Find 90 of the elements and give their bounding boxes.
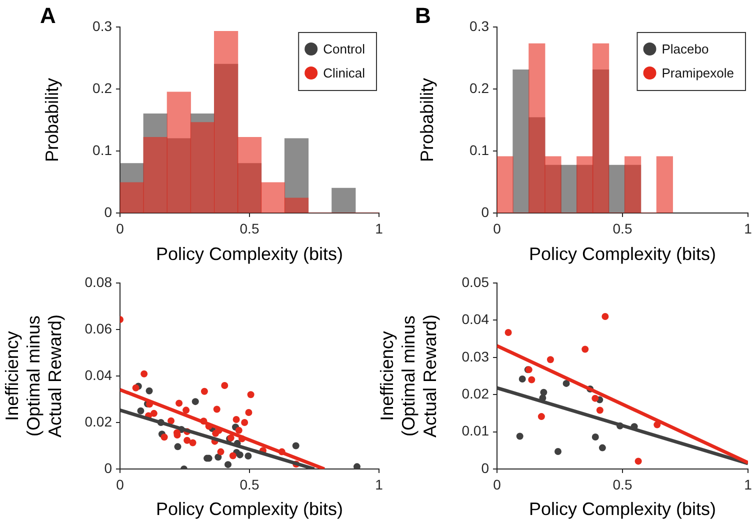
point bbox=[235, 426, 242, 434]
point bbox=[232, 416, 240, 423]
y-axis-title: Inefficiency (Optimal minus Actual Reward) bbox=[2, 314, 65, 438]
legend-label: Clinical bbox=[323, 66, 366, 81]
y-axis-title: Probability bbox=[416, 78, 437, 162]
point bbox=[213, 406, 220, 413]
point bbox=[546, 356, 554, 364]
point bbox=[214, 454, 222, 461]
point bbox=[224, 461, 232, 468]
point bbox=[528, 376, 536, 384]
y-axis-title: Inefficiency (Optimal minus Actual Reward) bbox=[376, 314, 440, 438]
point bbox=[598, 444, 606, 452]
legend-label: Pramipexole bbox=[662, 66, 734, 81]
text: B bbox=[415, 3, 431, 28]
x-axis-title: Policy Complexity (bits) bbox=[528, 499, 716, 520]
point bbox=[592, 434, 599, 441]
x-tick-label: 1 bbox=[375, 220, 384, 236]
point bbox=[168, 417, 175, 424]
point bbox=[150, 410, 158, 417]
y-tick-label: 0 bbox=[104, 460, 112, 476]
point bbox=[540, 388, 548, 396]
point bbox=[132, 384, 140, 392]
y-tick-label: 0.08 bbox=[84, 274, 112, 290]
point bbox=[247, 391, 254, 398]
point bbox=[245, 409, 252, 416]
point bbox=[137, 407, 144, 414]
y-tick-label: 0.02 bbox=[84, 413, 112, 430]
point bbox=[174, 443, 182, 450]
text: A bbox=[40, 3, 56, 28]
point bbox=[217, 448, 224, 456]
y-tick-label: 0.1 bbox=[92, 142, 112, 158]
x-tick-label: 0 bbox=[493, 476, 502, 492]
point bbox=[602, 312, 609, 320]
y-tick-label: 0.03 bbox=[462, 348, 490, 364]
y-tick-label: 0.01 bbox=[462, 422, 490, 439]
point bbox=[221, 382, 228, 390]
point bbox=[200, 388, 208, 395]
y-tick-label: 0.04 bbox=[84, 366, 112, 383]
point bbox=[353, 463, 360, 469]
x-tick-label: 0 bbox=[116, 220, 124, 236]
x-tick-label: 0.5 bbox=[240, 220, 260, 236]
x-axis-title: Policy Complexity (bits) bbox=[156, 499, 344, 520]
point bbox=[229, 452, 236, 460]
y-tick-label: 0 bbox=[481, 204, 490, 220]
point bbox=[244, 452, 252, 460]
point bbox=[192, 398, 199, 406]
y-tick-label: 0.3 bbox=[470, 18, 490, 34]
point bbox=[592, 394, 599, 402]
y-tick-label: 0.1 bbox=[470, 142, 490, 158]
y-tick-label: 0.3 bbox=[92, 18, 112, 34]
y-tick-label: 0.04 bbox=[462, 311, 490, 328]
point bbox=[140, 370, 148, 378]
point bbox=[292, 442, 300, 450]
x-tick-label: 0.5 bbox=[612, 220, 632, 236]
x-tick-label: 0 bbox=[493, 220, 502, 236]
point bbox=[176, 400, 183, 407]
x-tick-label: 1 bbox=[375, 476, 384, 492]
point bbox=[554, 448, 562, 456]
legend-label: Control bbox=[323, 42, 366, 57]
point bbox=[146, 387, 153, 394]
point bbox=[160, 434, 168, 441]
point bbox=[634, 458, 642, 465]
y-tick-label: 0 bbox=[481, 460, 490, 476]
point bbox=[538, 413, 545, 420]
point bbox=[518, 375, 526, 382]
y-tick-label: 0.2 bbox=[470, 80, 490, 96]
y-tick-label: 0.2 bbox=[92, 80, 112, 96]
point bbox=[236, 451, 244, 458]
y-tick-label: 0.05 bbox=[462, 274, 490, 290]
x-tick-label: 1 bbox=[744, 220, 752, 236]
point bbox=[516, 432, 524, 440]
y-tick-label: 0.02 bbox=[462, 385, 490, 402]
point bbox=[596, 406, 604, 414]
point bbox=[504, 328, 512, 336]
point bbox=[562, 380, 570, 387]
point bbox=[582, 346, 589, 353]
y-axis-title: Probability bbox=[42, 78, 62, 162]
x-axis-title: Policy Complexity (bits) bbox=[156, 244, 344, 264]
point bbox=[189, 439, 196, 446]
y-tick-label: 0 bbox=[104, 204, 112, 220]
point bbox=[182, 406, 190, 414]
x-tick-label: 0 bbox=[116, 476, 124, 492]
x-tick-label: 0.5 bbox=[240, 476, 260, 492]
point bbox=[184, 436, 191, 444]
x-tick-label: 0.5 bbox=[612, 476, 632, 492]
x-tick-label: 1 bbox=[744, 476, 752, 492]
y-tick-label: 0.06 bbox=[84, 320, 112, 336]
x-axis-title: Policy Complexity (bits) bbox=[528, 244, 716, 264]
legend-label: Placebo bbox=[662, 42, 709, 57]
point bbox=[241, 419, 248, 426]
